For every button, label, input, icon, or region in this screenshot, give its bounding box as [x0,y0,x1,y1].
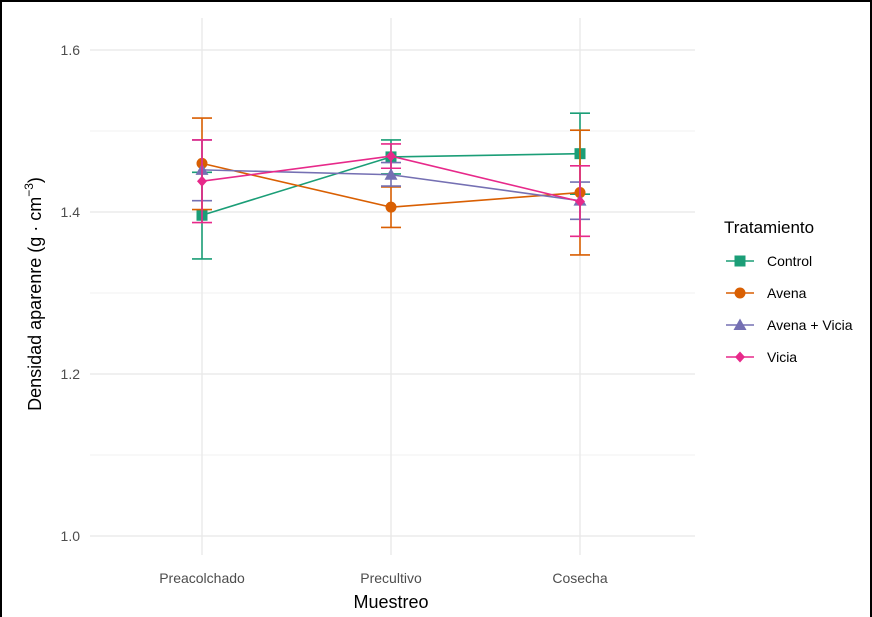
legend: Control Avena Avena + Vicia Vicia [726,253,853,365]
y-tick-label: 1.4 [61,204,81,220]
y-tick-labels: 1.0 1.2 1.4 1.6 [61,42,81,544]
circle-marker [385,201,397,213]
y-axis-title-close: ) [25,177,45,183]
y-axis-title-exponent: −3 [22,183,36,197]
y-tick-label: 1.0 [61,528,81,544]
diamond-marker [386,150,396,162]
legend-label: Control [767,253,812,269]
legend-title: Tratamiento [724,218,814,237]
circle-marker [734,287,746,299]
x-axis-title: Muestreo [353,592,428,612]
legend-label: Avena [767,285,807,301]
triangle-marker [384,168,398,180]
legend-item-avena: Avena [726,285,807,301]
legend-item-vicia: Vicia [726,349,797,365]
series-vicia [192,139,590,238]
legend-label: Avena + Vicia [767,317,853,333]
square-marker [734,255,746,267]
y-tick-label: 1.2 [61,366,81,382]
x-tick-labels: Preacolchado Precultivo Cosecha [159,570,608,586]
x-tick-label: Cosecha [552,570,607,586]
legend-item-control: Control [726,253,812,269]
diamond-marker [197,175,207,187]
y-axis-title: Densidad aparenre (g · cm−3) [22,177,45,411]
series-layer [192,112,590,260]
diamond-marker [575,195,585,207]
y-axis-title-main: Densidad aparenre (g · cm [25,197,45,411]
triangle-marker [733,318,747,330]
x-tick-label: Preacolchado [159,570,245,586]
x-tick-label: Precultivo [360,570,422,586]
grid [90,18,695,555]
legend-label: Vicia [767,349,797,365]
legend-item-avena-vicia: Avena + Vicia [726,317,853,333]
diamond-marker [735,351,745,363]
y-tick-label: 1.6 [61,42,81,58]
